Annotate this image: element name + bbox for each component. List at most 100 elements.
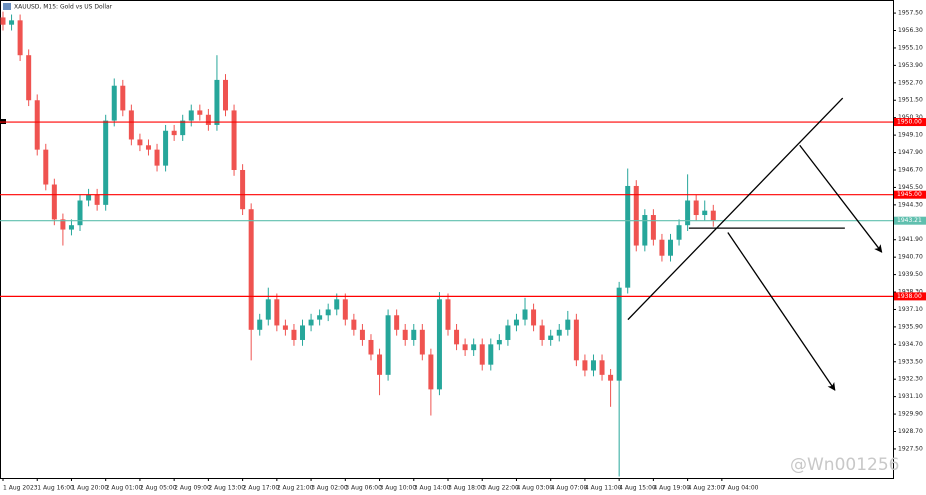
candle-body: [308, 319, 314, 326]
x-tick-label: 4 Aug 07:00: [551, 485, 588, 492]
candle-body: [505, 325, 511, 340]
candle-body: [34, 100, 40, 150]
x-tick-label: 7 Aug 04:00: [722, 485, 759, 492]
candle-body: [445, 299, 451, 330]
x-tick-label: 1 Aug 2023: [3, 485, 38, 492]
candle-body: [103, 120, 109, 205]
candle-body: [582, 360, 588, 371]
price-level-tag: [894, 190, 926, 199]
candle-body: [402, 329, 408, 340]
x-tick-label: 2 Aug 01:00: [106, 485, 143, 492]
candle-body: [9, 20, 15, 25]
y-tick-label: 1956.30: [898, 27, 923, 34]
candle-body: [240, 169, 246, 210]
price-level-label: 1950.00: [897, 119, 922, 126]
candle-body: [685, 200, 691, 226]
symbol-icon: [3, 3, 11, 10]
candle-body: [462, 344, 468, 351]
x-tick-label: 3 Aug 06:00: [345, 485, 382, 492]
candle-body: [702, 210, 708, 216]
candle-body: [197, 110, 203, 115]
candle-body: [513, 319, 519, 326]
x-tick-label: 2 Aug 17:00: [243, 485, 280, 492]
y-tick-label: 1932.30: [898, 376, 923, 383]
y-tick-label: 1933.50: [898, 358, 923, 365]
price-level-tag: [894, 216, 926, 225]
candle-body: [565, 319, 571, 330]
candle-body: [291, 329, 297, 340]
y-tick-label: 1939.50: [898, 271, 923, 278]
y-tick-label: 1944.30: [898, 201, 923, 208]
candle-body: [556, 329, 562, 336]
price-level-label: 1945.00: [897, 191, 922, 198]
candle-body: [411, 329, 417, 340]
candle-body: [642, 215, 648, 246]
candle-body: [257, 319, 263, 330]
y-tick-label: 1927.50: [898, 445, 923, 452]
candle-body: [710, 210, 716, 221]
price-level-label: 1938.00: [897, 293, 922, 300]
candle-body: [300, 325, 306, 340]
candle-body: [86, 194, 92, 201]
y-tick-label: 1945.50: [898, 184, 923, 191]
price-level-tag: [894, 292, 926, 301]
x-tick-label: 2 Aug 05:00: [140, 485, 177, 492]
candle-body: [94, 194, 100, 205]
candle-body: [0, 17, 6, 25]
x-tick-label: 3 Aug 10:00: [380, 485, 417, 492]
y-tick-label: 1941.90: [898, 236, 923, 243]
candle-body: [351, 319, 357, 330]
candle-body: [676, 225, 682, 240]
x-tick-label: 1 Aug 20:00: [71, 485, 108, 492]
candle-body: [77, 200, 83, 226]
candle-body: [573, 319, 579, 361]
x-tick-label: 3 Aug 18:00: [448, 485, 485, 492]
y-tick-label: 1931.10: [898, 393, 923, 400]
candle-body: [633, 185, 639, 246]
y-tick-label: 1935.90: [898, 323, 923, 330]
y-tick-label: 1951.50: [898, 97, 923, 104]
chart-title: XAUUSD, M15: Gold vs US Dollar: [14, 4, 113, 11]
y-tick-label: 1949.10: [898, 132, 923, 139]
candle-body: [137, 139, 143, 146]
x-tick-label: 3 Aug 22:00: [482, 485, 519, 492]
arrow-line: [799, 144, 883, 253]
candle-body: [342, 299, 348, 320]
x-tick-label: 3 Aug 14:00: [414, 485, 451, 492]
candle-body: [334, 299, 340, 310]
candle-body: [128, 110, 134, 140]
candle-body: [496, 339, 502, 345]
y-tick-label: 1953.90: [898, 62, 923, 69]
candle-body: [667, 239, 673, 256]
x-tick-label: 3 Aug 02:00: [311, 485, 348, 492]
candle-body: [548, 335, 554, 340]
candle-body: [26, 55, 32, 101]
candle-body: [248, 209, 254, 330]
candle-body: [659, 239, 665, 256]
y-tick-label: 1947.90: [898, 149, 923, 156]
candle-body: [539, 325, 545, 340]
price-level-tag: [894, 118, 926, 127]
candle-body: [60, 219, 66, 230]
candle-body: [163, 130, 169, 166]
candle-body: [222, 79, 228, 111]
y-tick-label: 1946.70: [898, 166, 923, 173]
candle-body: [205, 114, 211, 125]
candle-body: [145, 145, 151, 150]
y-tick-label: 1955.10: [898, 44, 923, 51]
x-tick-label: 2 Aug 21:00: [277, 485, 314, 492]
candle-body: [317, 315, 323, 320]
candle-body: [274, 299, 280, 326]
candle-body: [693, 200, 699, 216]
x-tick-label: 4 Aug 19:00: [653, 485, 690, 492]
candle-body: [436, 299, 442, 390]
y-tick-label: 1950.30: [898, 114, 923, 121]
candle-body: [531, 309, 537, 326]
candle-body: [154, 149, 160, 166]
plot-frame: [0, 0, 894, 479]
candle-body: [68, 225, 74, 230]
candle-body: [377, 354, 383, 375]
candle-body: [214, 79, 220, 125]
